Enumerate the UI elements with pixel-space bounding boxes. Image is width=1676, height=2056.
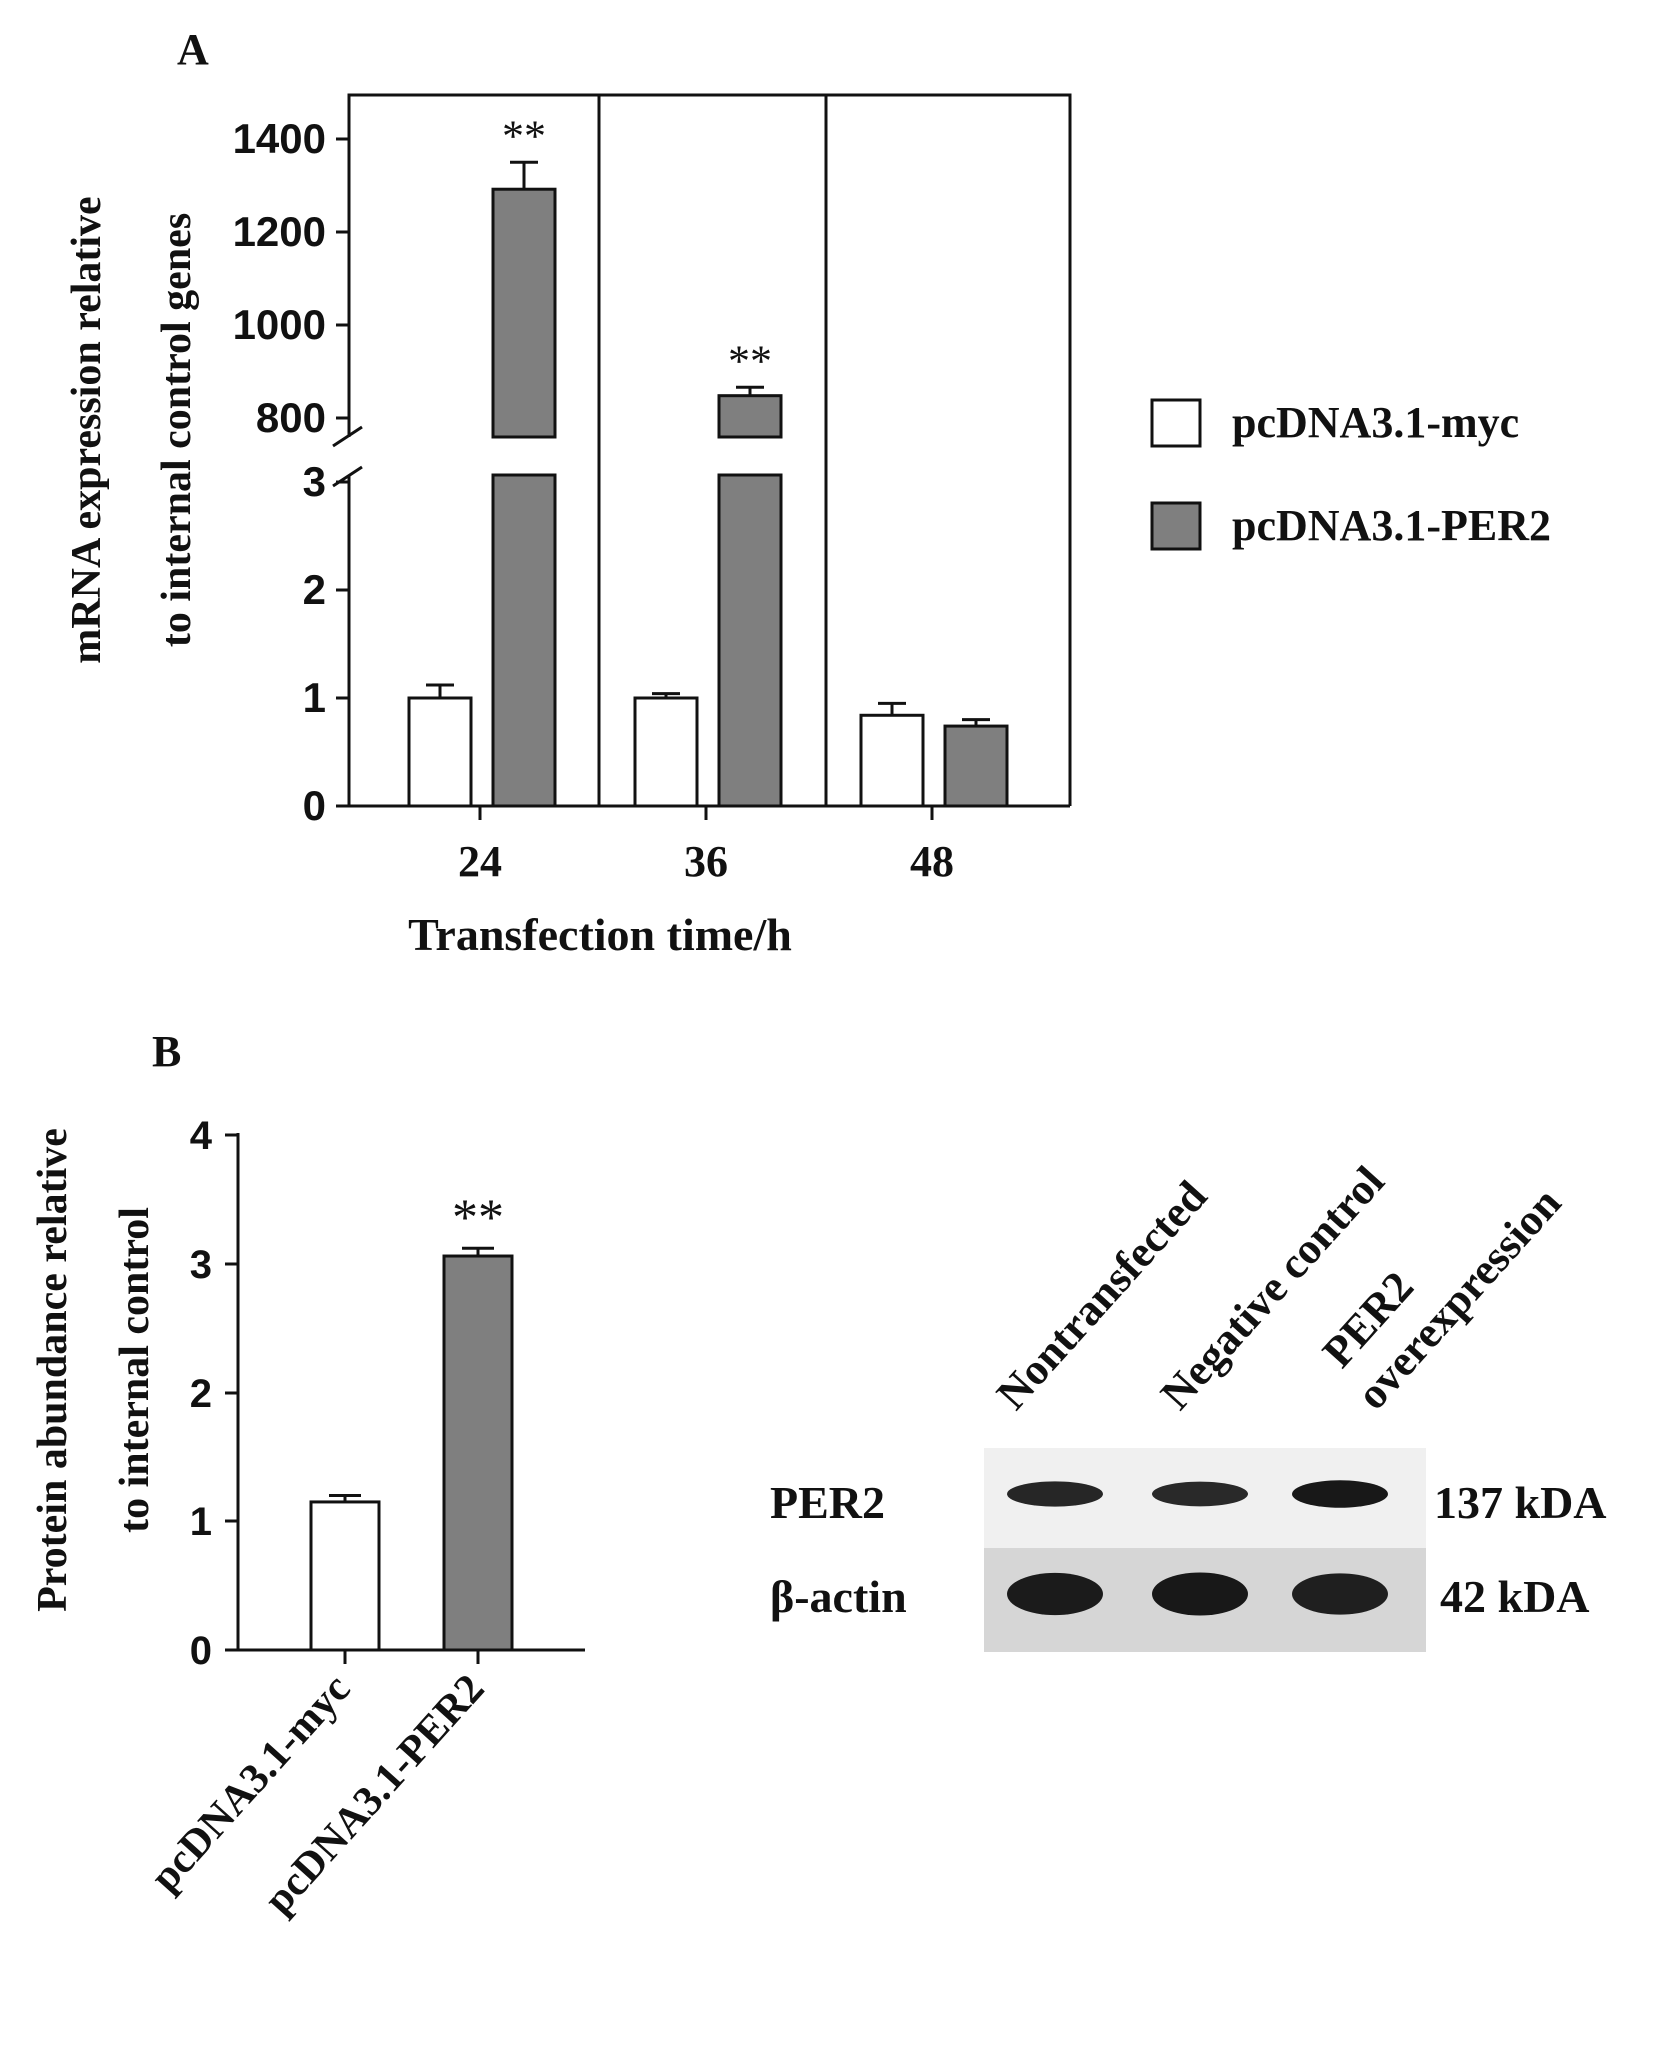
panel-a-label: A (177, 25, 209, 74)
panel-a-x-axis-title: Transfection time/h (408, 909, 792, 960)
panel-a-ytick-label-2: 2 (303, 566, 326, 613)
blot-band-actin-lane-1 (1007, 1572, 1103, 1616)
panel-a-ytick-label-1000: 1000 (233, 301, 326, 348)
panel-a-ytick-label-1: 1 (303, 674, 326, 721)
panel-b-ytick-label-2: 2 (190, 1372, 212, 1416)
panel-a-ytick-label-1200: 1200 (233, 208, 326, 255)
bar-per2-36-lower (717, 473, 783, 808)
panel-b-ytick-label-1: 1 (190, 1500, 212, 1544)
bar-myc-48 (859, 713, 925, 808)
panel-a-ytick-label-3: 3 (303, 458, 326, 505)
legend-swatch-per2 (1150, 501, 1202, 551)
panel-b: B Protein abundance relative to internal… (30, 1027, 585, 1923)
bar-per2-36-significance: ** (728, 336, 772, 385)
panel-b-ytick-label-4: 4 (190, 1114, 213, 1158)
panel-b-ylabel-line-1: Protein abundance relative (30, 1128, 76, 1612)
panel-b-bars: ** (309, 1189, 514, 1652)
western-blot: Nontransfected Negative control PER2 ove… (770, 1157, 1607, 1652)
panel-b-bar-per2 (442, 1254, 514, 1652)
panel-a-x-ticks (478, 806, 934, 820)
panel-b-bar-myc (309, 1500, 381, 1652)
panel-a-axis-break-upper (332, 425, 363, 448)
bar-myc-24 (407, 696, 473, 808)
panel-b-bar-per2-significance: ** (452, 1189, 504, 1246)
blot-size-per2: 137 kDA (1434, 1477, 1607, 1528)
legend-swatch-myc (1150, 398, 1202, 448)
bar-myc-36 (633, 696, 699, 808)
blot-bands (1007, 1480, 1388, 1616)
panel-a-xtick-label-36: 36 (684, 837, 728, 886)
panel-b-ytick-label-3: 3 (190, 1243, 212, 1287)
panel-b-y-axis-title: Protein abundance relative to internal c… (30, 1128, 158, 1612)
legend-label-myc: pcDNA3.1-myc (1232, 398, 1519, 447)
panel-a-ylabel-line-1: mRNA expression relative (64, 196, 110, 663)
blot-band-per2-lane-3 (1292, 1480, 1388, 1508)
panel-b-ytick-label-0: 0 (190, 1629, 212, 1673)
panel-a-y-axis-title: mRNA expression relative to internal con… (64, 196, 200, 663)
panel-b-label: B (152, 1027, 181, 1076)
bar-per2-24-significance: ** (502, 111, 546, 160)
blot-protein-actin: β-actin (770, 1571, 907, 1622)
panel-a-ytick-label-1400: 1400 (233, 115, 326, 162)
blot-band-per2-lane-1 (1007, 1481, 1103, 1507)
panel-a-xtick-label-48: 48 (910, 837, 954, 886)
blot-size-actin: 42 kDA (1440, 1571, 1590, 1622)
legend-label-per2: pcDNA3.1-PER2 (1232, 501, 1551, 550)
blot-protein-per2: PER2 (770, 1477, 885, 1528)
bar-per2-36 (717, 394, 783, 439)
blot-band-per2-lane-2 (1152, 1481, 1248, 1507)
bar-per2-24-lower (491, 473, 557, 808)
panel-a-ytick-label-800: 800 (256, 394, 326, 441)
panel-a-xtick-label-24: 24 (458, 837, 502, 886)
bar-per2-24 (491, 187, 557, 439)
panel-a: A mRNA expression relative to internal c… (64, 25, 1551, 960)
blot-band-actin-lane-2 (1152, 1572, 1248, 1616)
panel-b-ylabel-line-2: to internal control (112, 1207, 158, 1533)
panel-a-y-ticks (336, 137, 349, 808)
panel-a-ylabel-line-2: to internal control genes (154, 213, 200, 647)
panel-a-frame (347, 93, 1072, 806)
panel-b-y-ticks (225, 1133, 238, 1652)
bar-per2-48 (943, 724, 1009, 808)
panel-a-y-tick-labels: 1400 1200 1000 800 3 2 1 0 (233, 115, 326, 829)
panel-b-y-tick-labels: 4 3 2 1 0 (190, 1114, 213, 1673)
blot-band-actin-lane-3 (1292, 1573, 1388, 1615)
panel-a-ytick-label-0: 0 (303, 782, 326, 829)
panel-a-bars: ** ** (407, 111, 1009, 808)
panel-a-legend: pcDNA3.1-myc pcDNA3.1-PER2 (1150, 398, 1551, 551)
